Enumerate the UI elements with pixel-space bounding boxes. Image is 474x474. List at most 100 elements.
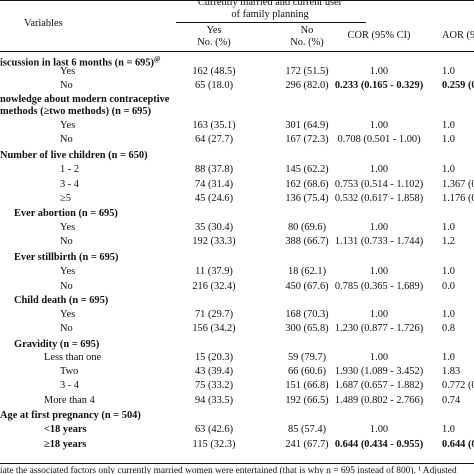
row-label: More than 4: [44, 395, 95, 407]
cell-cor: 1.00: [369, 164, 389, 175]
cell-cor: 1.00: [369, 120, 389, 131]
cell-no: 241 (67.7): [285, 439, 329, 450]
row-label: 3 - 4: [60, 179, 79, 191]
label-text: Gravidity (n = 695): [14, 339, 100, 350]
section-label: Number of live children (n = 650): [0, 150, 148, 162]
cell-aor: 1.0: [442, 134, 455, 145]
cell-yes: 65 (18.0): [194, 80, 234, 91]
cell-aor: 1.176 (0.6: [442, 193, 474, 204]
cell-aor: 0.259 (0.1: [442, 80, 474, 91]
cell-cor: 0.708 (0.501 - 1.00): [337, 134, 421, 145]
cell-yes: 15 (20.3): [194, 352, 234, 363]
row-label: No: [60, 80, 73, 92]
label-text: No: [60, 236, 73, 247]
cell-cor: 0.753 (0.514 - 1.102): [334, 179, 424, 190]
cell-no: 450 (67.6): [285, 281, 329, 292]
row-label: ≥18 years: [44, 439, 86, 451]
section-label: Ever abortion (n = 695): [14, 208, 118, 220]
cell-cor: 1.00: [369, 352, 389, 363]
row-label: Yes: [60, 309, 75, 321]
label-text: Two: [60, 366, 79, 377]
header-group-line1: Currently married and current user: [197, 0, 343, 8]
header-yes-unit: No. (%): [197, 37, 231, 48]
label-text: More than 4: [44, 395, 95, 406]
label-text: <18 years: [44, 424, 87, 435]
table-top-rule: [0, 0, 474, 1]
cell-no: 151 (66.8): [285, 380, 329, 391]
cell-yes: 162 (48.5): [192, 66, 236, 77]
cell-aor: 1.0: [442, 120, 455, 131]
header-group-line2: of family planning: [231, 9, 309, 20]
label-text: iscussion in last 6 months (n = 695): [0, 57, 155, 69]
section-label: iscussion in last 6 months (n = 695)@: [0, 53, 161, 69]
cell-cor: 0.785 (0.365 - 1.689): [334, 281, 424, 292]
label-text: Yes: [60, 309, 76, 320]
label-text: Ever abortion (n = 695): [14, 208, 118, 219]
cell-yes: 88 (37.8): [194, 164, 234, 175]
cell-no: 296 (82.0): [285, 80, 329, 91]
cell-no: 167 (72.3): [285, 134, 329, 145]
cell-aor: 1.83: [442, 366, 461, 377]
label-text: No: [60, 134, 73, 145]
label-text: 3 - 4: [60, 380, 80, 391]
label-text: Age at first pregnancy (n = 504): [0, 410, 141, 421]
cell-yes: 75 (33.2): [194, 380, 234, 391]
cell-aor: 1.0: [442, 266, 455, 277]
section-label: nowledge about modern contraceptive: [0, 94, 169, 106]
cell-no: 85 (57.4): [287, 424, 327, 435]
table-bottom-rule: [0, 463, 474, 465]
cell-aor: 1.2: [442, 236, 455, 247]
cell-cor: 1.230 (0.877 - 1.726): [334, 323, 424, 334]
section-label: Child death (n = 695): [14, 295, 108, 307]
cell-yes: 216 (32.4): [192, 281, 236, 292]
cell-no: 172 (51.5): [285, 66, 329, 77]
cell-no: 136 (75.4): [285, 193, 329, 204]
row-label: 3 - 4: [60, 380, 79, 392]
cell-yes: 94 (33.5): [194, 395, 234, 406]
row-label: No: [60, 134, 73, 146]
cell-cor: 1.00: [369, 222, 389, 233]
cell-no: 66 (60.6): [287, 366, 327, 377]
row-label: Less than one: [44, 352, 101, 364]
cell-cor: 0.233 (0.165 - 0.329): [334, 80, 424, 91]
label-text: No: [60, 323, 73, 334]
cell-cor: 1.00: [369, 66, 389, 77]
cell-cor: 1.131 (0.733 - 1.744): [334, 236, 424, 247]
cell-yes: 11 (37.9): [195, 266, 233, 277]
cell-aor: 1.0: [442, 309, 455, 320]
label-text: Yes: [60, 66, 76, 77]
cell-no: 301 (64.9): [285, 120, 329, 131]
cell-yes: 115 (32.3): [192, 439, 236, 450]
label-text: No: [60, 281, 73, 292]
row-label: Yes: [60, 222, 75, 234]
label-text: Yes: [60, 222, 76, 233]
row-label: No: [60, 236, 73, 248]
cell-aor: 0.0: [442, 281, 455, 292]
cell-yes: 43 (39.4): [194, 366, 234, 377]
cell-no: 145 (62.2): [285, 164, 329, 175]
header-group-rule: [176, 22, 366, 23]
cell-yes: 192 (33.3): [192, 236, 236, 247]
label-text: Yes: [60, 266, 76, 277]
section-label: Age at first pregnancy (n = 504): [0, 410, 141, 422]
cell-aor: 1.0: [442, 424, 455, 435]
cell-no: 80 (69.6): [287, 222, 327, 233]
cell-aor: 1.0: [442, 352, 455, 363]
cell-aor: 1.0: [442, 222, 455, 233]
header-cor: COR (95% CI): [347, 30, 411, 41]
label-text: Child death (n = 695): [14, 295, 109, 306]
row-label: <18 years: [44, 424, 87, 436]
cell-no: 168 (70.3): [285, 309, 329, 320]
cell-cor: 1.930 (1.089 - 3.452): [334, 366, 424, 377]
cell-yes: 35 (30.4): [194, 222, 234, 233]
label-text: nowledge about modern contraceptive: [0, 94, 170, 105]
row-label: Two: [60, 366, 78, 378]
cell-cor: 0.644 (0.434 - 0.955): [334, 439, 424, 450]
cell-aor: 0.772 (0: [442, 380, 474, 391]
row-label: Yes: [60, 266, 75, 278]
cell-no: 388 (66.7): [285, 236, 329, 247]
cell-aor: 0.74: [442, 395, 461, 406]
cell-no: 18 (62.1): [287, 266, 327, 277]
label-text: methods (≥two methods) (n = 695): [0, 106, 152, 117]
label-text: Number of live children (n = 650): [0, 150, 148, 161]
